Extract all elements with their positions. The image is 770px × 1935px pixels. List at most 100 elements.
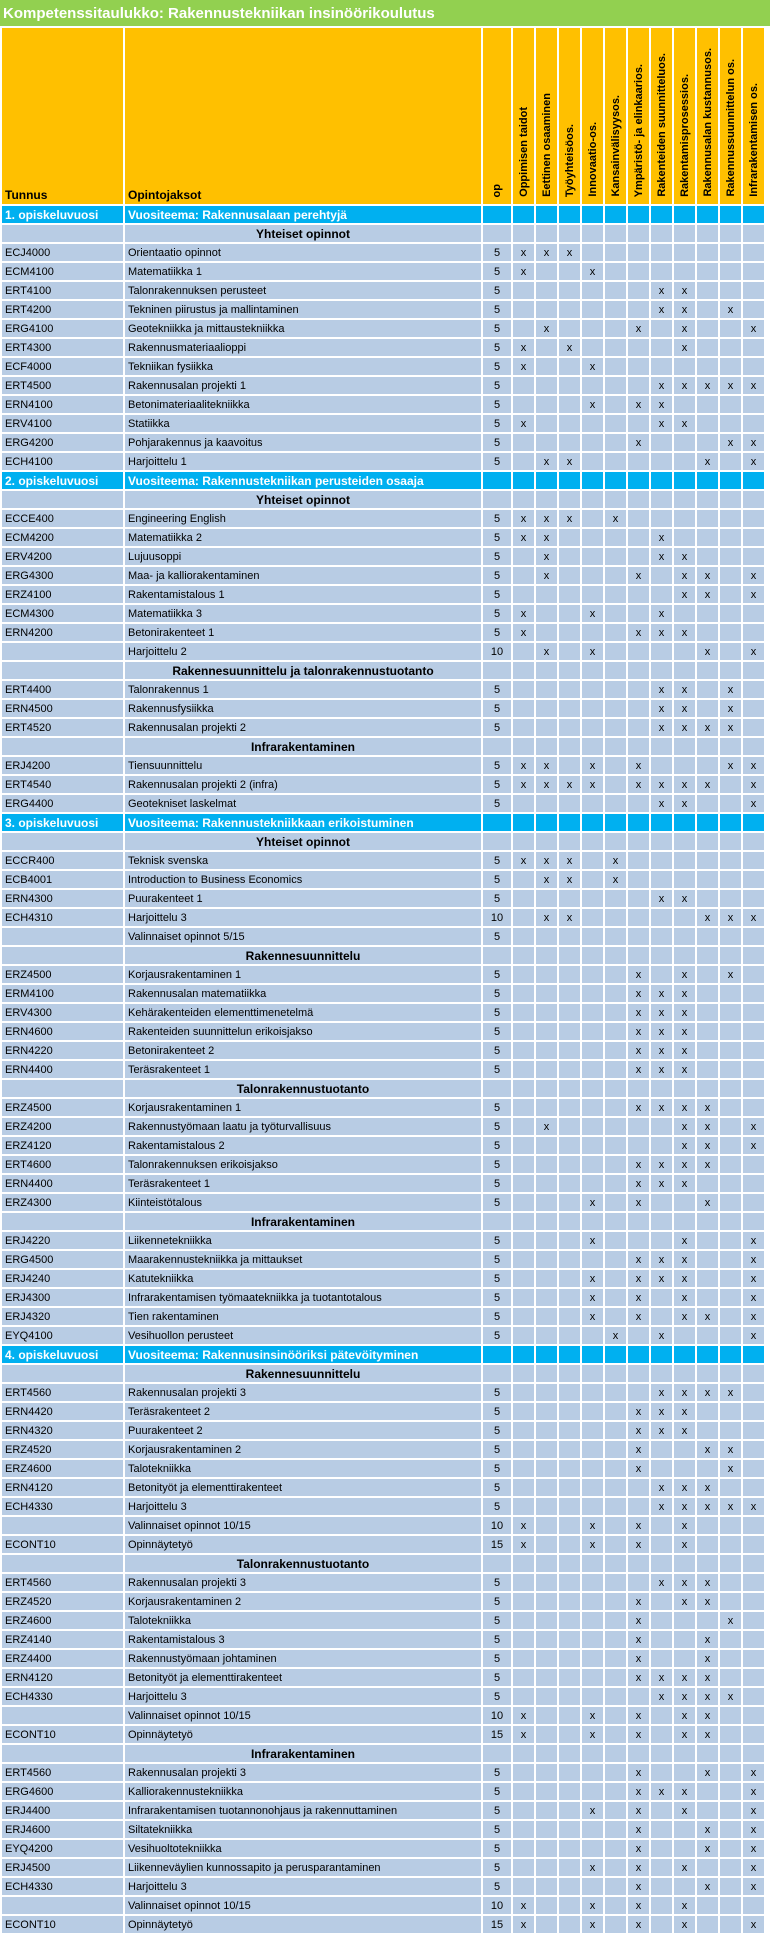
competence-mark-cell	[697, 339, 718, 356]
competence-mark-cell	[582, 662, 603, 679]
section-tunnus-cell	[2, 1745, 123, 1762]
competence-mark-cell: x	[536, 529, 557, 546]
competence-mark-cell: x	[697, 1099, 718, 1116]
course-code: ECONT10	[2, 1726, 123, 1743]
competence-mark-cell: x	[674, 1859, 695, 1876]
competence-column-header: Rakentamisprosessios.	[674, 28, 695, 204]
course-code: ERT4300	[2, 339, 123, 356]
competence-mark-cell	[720, 1897, 741, 1914]
competence-mark-cell	[605, 453, 626, 470]
course-credits: 5	[483, 453, 511, 470]
competence-mark-cell: x	[651, 1099, 672, 1116]
competence-mark-cell	[559, 396, 580, 413]
competence-mark-cell	[559, 947, 580, 964]
competence-mark-cell	[582, 1384, 603, 1401]
competence-mark-cell: x	[628, 1536, 649, 1553]
competence-mark-cell	[536, 662, 557, 679]
competence-mark-cell	[651, 1213, 672, 1230]
year-label: 1. opiskeluvuosi	[2, 206, 123, 223]
course-name: Rakennustyömaan johtaminen	[125, 1650, 481, 1667]
competence-mark-cell	[743, 1574, 764, 1591]
competence-mark-cell	[743, 1536, 764, 1553]
competence-mark-cell: x	[674, 1251, 695, 1268]
competence-mark-cell	[628, 1346, 649, 1363]
competence-mark-cell	[720, 472, 741, 489]
course-row: ERJ4500 Liikenneväylien kunnossapito ja p…	[2, 1859, 764, 1876]
competence-mark-cell	[651, 1194, 672, 1211]
competence-mark-cell: x	[628, 1460, 649, 1477]
competence-mark-cell	[651, 1650, 672, 1667]
course-row: ERV4100 Statiikka 5 x x x	[2, 415, 764, 432]
competence-mark-cell: x	[743, 643, 764, 660]
course-code: ERZ4600	[2, 1612, 123, 1629]
competence-mark-cell	[536, 491, 557, 508]
competence-mark-cell: x	[651, 1023, 672, 1040]
op-cell	[483, 491, 511, 508]
course-code: ERN4420	[2, 1403, 123, 1420]
competence-mark-cell	[582, 1213, 603, 1230]
competence-mark-cell	[605, 548, 626, 565]
competence-mark-cell	[605, 396, 626, 413]
competence-mark-cell	[743, 700, 764, 717]
competence-mark-cell	[628, 643, 649, 660]
course-row: Harjoittelu 2 10 x x x x	[2, 643, 764, 660]
course-code: ERN4400	[2, 1175, 123, 1192]
competence-mark-cell	[536, 1403, 557, 1420]
competence-mark-cell	[513, 1669, 534, 1686]
competence-mark-cell: x	[697, 1194, 718, 1211]
competence-mark-cell	[536, 339, 557, 356]
competence-mark-cell	[674, 244, 695, 261]
competence-mark-cell	[674, 947, 695, 964]
course-code: ERG4200	[2, 434, 123, 451]
competence-mark-cell	[582, 1574, 603, 1591]
competence-mark-cell: x	[559, 244, 580, 261]
course-credits: 10	[483, 1897, 511, 1914]
competence-mark-cell	[651, 1080, 672, 1097]
course-row: ERN4500 Rakennusfysiikka 5 x x x	[2, 700, 764, 717]
competence-mark-cell	[628, 700, 649, 717]
competence-mark-cell	[559, 320, 580, 337]
competence-mark-cell	[513, 1080, 534, 1097]
competence-mark-cell	[582, 871, 603, 888]
competence-mark-cell: x	[628, 624, 649, 641]
competence-mark-cell	[743, 1403, 764, 1420]
competence-mark-cell	[674, 928, 695, 945]
competence-mark-cell	[697, 1783, 718, 1800]
competence-mark-cell	[743, 472, 764, 489]
course-name: Matematiikka 1	[125, 263, 481, 280]
competence-mark-cell	[513, 1251, 534, 1268]
course-row: ERN4100 Betonimateriaalitekniikka 5 x x x	[2, 396, 764, 413]
competence-mark-cell: x	[582, 263, 603, 280]
competence-mark-cell	[559, 1232, 580, 1249]
competence-mark-cell	[536, 1384, 557, 1401]
competence-mark-cell: x	[743, 1840, 764, 1857]
course-name: Rakenteiden suunnittelun erikoisjakso	[125, 1023, 481, 1040]
section-title: Talonrakennustuotanto	[125, 1080, 481, 1097]
competence-mark-cell	[582, 567, 603, 584]
competence-mark-cell: x	[651, 415, 672, 432]
competence-mark-cell	[582, 1631, 603, 1648]
competence-mark-cell	[743, 1099, 764, 1116]
competence-mark-cell: x	[674, 320, 695, 337]
competence-mark-cell	[720, 1365, 741, 1382]
section-tunnus-cell	[2, 1080, 123, 1097]
course-credits: 5	[483, 624, 511, 641]
competence-mark-cell	[536, 681, 557, 698]
competence-mark-cell	[605, 472, 626, 489]
course-row: EYQ4200 Vesihuoltotekniikka 5 x x x	[2, 1840, 764, 1857]
competence-mark-cell: x	[674, 377, 695, 394]
competence-mark-cell	[513, 966, 534, 983]
competence-mark-cell	[720, 1669, 741, 1686]
competence-mark-cell: x	[697, 1688, 718, 1705]
course-row: ERZ4300 Kiinteistötalous 5 x x x	[2, 1194, 764, 1211]
course-row: EYQ4100 Vesihuollon perusteet 5 x x x	[2, 1327, 764, 1344]
course-row: ERN4120 Betonityöt ja elementtirakenteet 5…	[2, 1669, 764, 1686]
competence-mark-cell	[513, 909, 534, 926]
competence-mark-cell	[582, 1764, 603, 1781]
competence-mark-cell	[582, 1669, 603, 1686]
course-row: ERJ4300 Infrarakentamisen työmaatekniikka…	[2, 1289, 764, 1306]
course-name: Talotekniikka	[125, 1460, 481, 1477]
competence-mark-cell	[536, 1270, 557, 1287]
competence-mark-cell: x	[651, 1498, 672, 1515]
